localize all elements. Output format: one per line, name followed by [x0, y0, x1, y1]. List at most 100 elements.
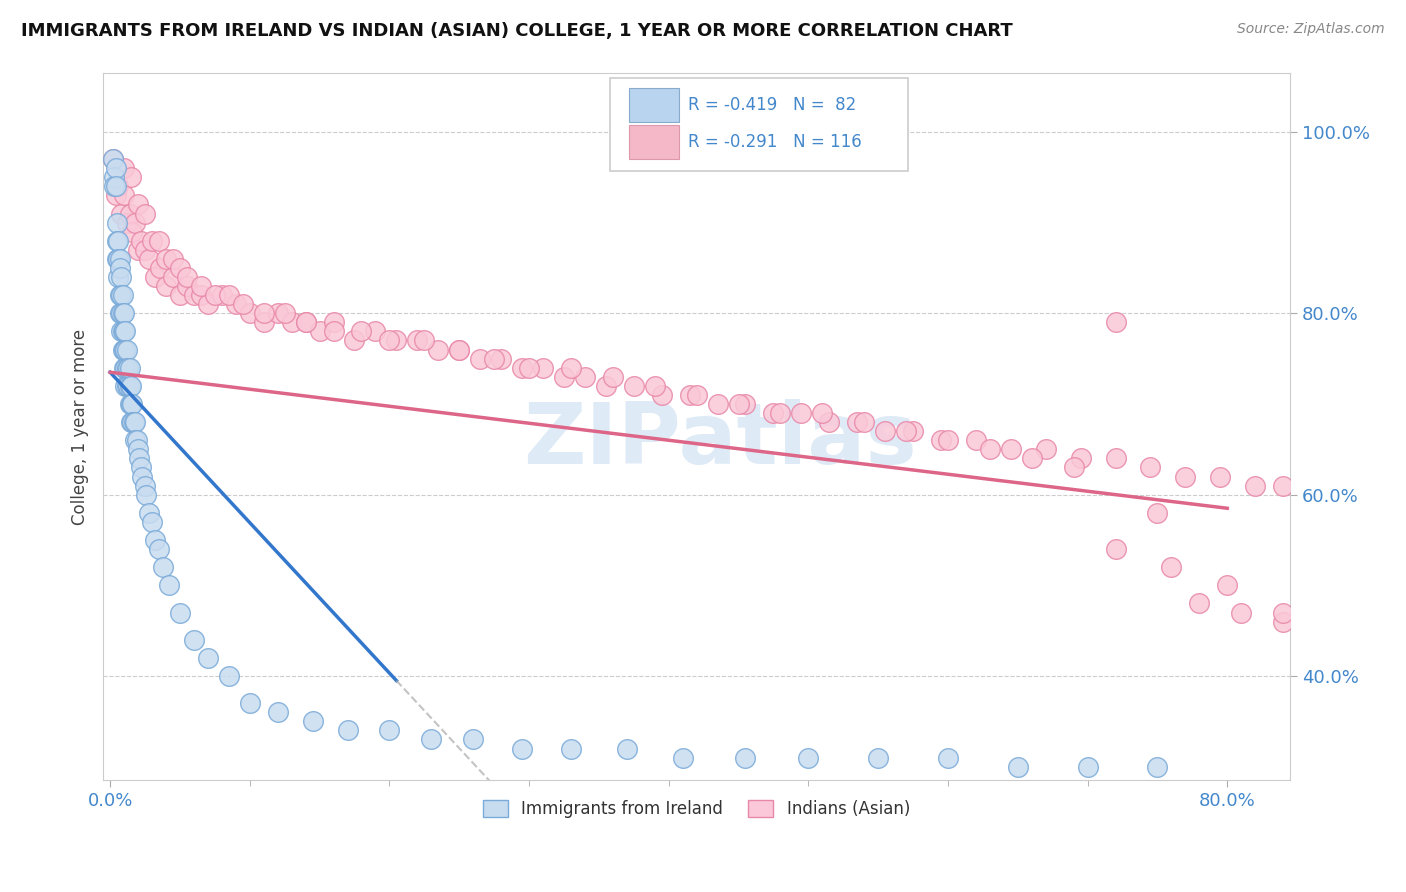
Point	[1104, 315, 1126, 329]
Point	[183, 288, 205, 302]
Point	[574, 369, 596, 384]
Point	[110, 270, 132, 285]
Point	[1000, 442, 1022, 457]
Point	[127, 243, 149, 257]
Point	[138, 506, 160, 520]
Point	[107, 179, 129, 194]
Point	[449, 343, 471, 357]
Point	[232, 297, 254, 311]
Point	[734, 397, 756, 411]
Point	[101, 152, 124, 166]
Point	[818, 415, 841, 429]
Point	[112, 325, 135, 339]
FancyBboxPatch shape	[610, 78, 908, 170]
Point	[129, 460, 152, 475]
Point	[510, 360, 533, 375]
Point	[553, 369, 575, 384]
Point	[489, 351, 512, 366]
Point	[176, 279, 198, 293]
Point	[706, 397, 728, 411]
Point	[965, 434, 987, 448]
Point	[672, 750, 695, 764]
Point	[124, 434, 146, 448]
Point	[1021, 451, 1043, 466]
Point	[108, 252, 131, 266]
Point	[470, 351, 492, 366]
Point	[1146, 760, 1168, 774]
Point	[148, 542, 170, 557]
Point	[853, 415, 876, 429]
Point	[112, 343, 135, 357]
Point	[131, 469, 153, 483]
Point	[105, 216, 128, 230]
Point	[769, 406, 792, 420]
Point	[141, 515, 163, 529]
Point	[183, 632, 205, 647]
Point	[128, 451, 150, 466]
Point	[901, 424, 924, 438]
Point	[1104, 542, 1126, 557]
Point	[138, 252, 160, 266]
Point	[111, 288, 134, 302]
Point	[350, 325, 373, 339]
Point	[120, 415, 142, 429]
Point	[239, 306, 262, 320]
Point	[602, 369, 624, 384]
Point	[294, 315, 316, 329]
Point	[118, 397, 141, 411]
Point	[322, 315, 344, 329]
Point	[107, 270, 129, 285]
Point	[110, 325, 132, 339]
Point	[225, 297, 247, 311]
Point	[115, 216, 138, 230]
Point	[413, 334, 436, 348]
Point	[155, 279, 177, 293]
Point	[115, 343, 138, 357]
Point	[110, 206, 132, 220]
Point	[149, 260, 172, 275]
Point	[190, 288, 212, 302]
Point	[120, 397, 142, 411]
Point	[112, 306, 135, 320]
Point	[1272, 615, 1295, 629]
Point	[616, 741, 638, 756]
Point	[115, 360, 138, 375]
Point	[105, 234, 128, 248]
Point	[118, 379, 141, 393]
Point	[197, 297, 219, 311]
Point	[678, 388, 700, 402]
Point	[121, 397, 143, 411]
Point	[162, 252, 184, 266]
Point	[169, 260, 191, 275]
Point	[117, 360, 139, 375]
Point	[1272, 606, 1295, 620]
Point	[510, 741, 533, 756]
Point	[797, 750, 820, 764]
Point	[846, 415, 869, 429]
Point	[1244, 478, 1267, 492]
Point	[273, 306, 295, 320]
Point	[148, 234, 170, 248]
Point	[110, 306, 132, 320]
Point	[1174, 469, 1197, 483]
Point	[929, 434, 952, 448]
Point	[979, 442, 1001, 457]
Point	[427, 343, 450, 357]
Point	[103, 179, 125, 194]
Point	[127, 197, 149, 211]
Point	[112, 161, 135, 176]
Point	[152, 560, 174, 574]
Point	[157, 578, 180, 592]
Point	[595, 379, 617, 393]
Point	[266, 706, 288, 720]
Point	[118, 206, 141, 220]
Point	[197, 651, 219, 665]
Legend: Immigrants from Ireland, Indians (Asian): Immigrants from Ireland, Indians (Asian)	[477, 794, 917, 825]
Point	[1160, 560, 1182, 574]
Point	[134, 206, 156, 220]
Point	[104, 188, 127, 202]
Point	[734, 750, 756, 764]
Point	[135, 488, 157, 502]
Point	[111, 306, 134, 320]
Point	[560, 360, 582, 375]
